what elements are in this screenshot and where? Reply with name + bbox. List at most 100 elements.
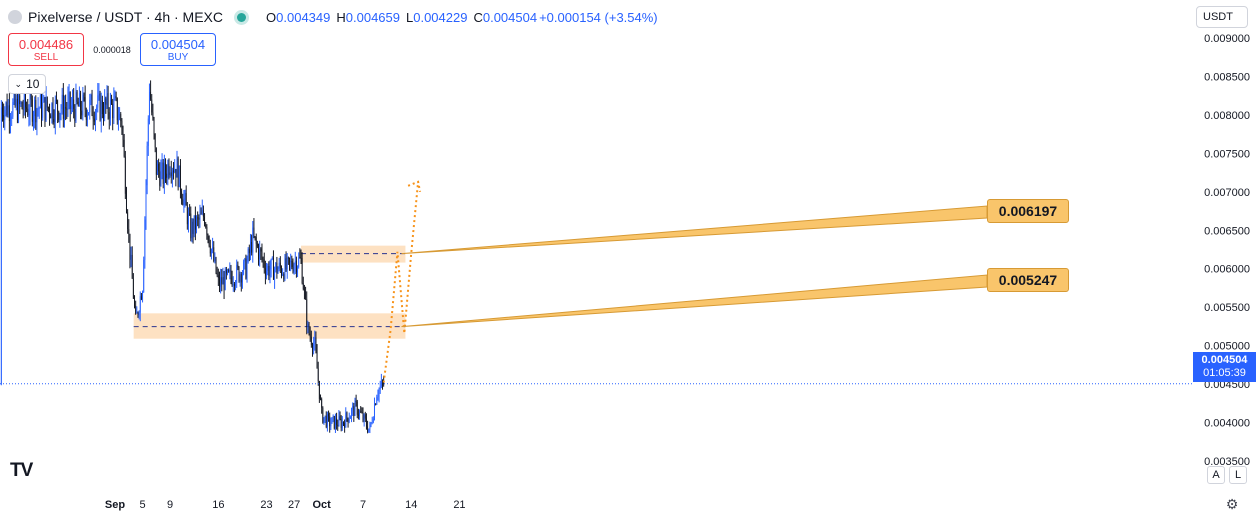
- time-tick-label: 7: [360, 499, 366, 511]
- support-resistance-zone[interactable]: [301, 245, 406, 263]
- sell-button[interactable]: 0.004486 SELL: [8, 33, 84, 66]
- candle: [371, 416, 373, 425]
- candle: [72, 89, 74, 113]
- candle: [301, 252, 303, 285]
- auto-scale-button[interactable]: A: [1207, 466, 1225, 484]
- candle: [372, 416, 374, 424]
- candle: [35, 95, 37, 130]
- symbol-title[interactable]: Pixelverse / USDT · 4h · MEXC: [28, 9, 224, 25]
- candle: [247, 247, 249, 264]
- candle: [347, 417, 349, 428]
- candle: [140, 292, 142, 301]
- candle: [187, 207, 189, 233]
- candle: [62, 83, 64, 128]
- candle: [228, 268, 230, 273]
- candle: [364, 411, 366, 423]
- candle: [147, 115, 149, 156]
- candle: [346, 411, 348, 422]
- candle: [286, 253, 288, 279]
- indicator-toggle-button[interactable]: ⌄ 10: [8, 74, 46, 94]
- candle: [44, 96, 46, 128]
- candle: [311, 342, 313, 357]
- projection-path[interactable]: [382, 181, 420, 383]
- candle: [220, 268, 222, 294]
- candle: [315, 331, 317, 354]
- tradingview-logo-icon[interactable]: TV: [10, 460, 33, 481]
- market-status-icon[interactable]: [237, 12, 247, 22]
- candle: [351, 407, 353, 423]
- candle: [153, 116, 155, 140]
- candle: [337, 419, 339, 431]
- candle: [130, 246, 132, 268]
- candle: [202, 205, 204, 222]
- candle: [375, 403, 377, 406]
- candle: [302, 276, 304, 291]
- candle: [4, 106, 6, 131]
- buy-button[interactable]: 0.004504 BUY: [140, 33, 216, 66]
- candle: [162, 158, 164, 189]
- candle: [269, 260, 271, 284]
- price-tick-label: 0.003500: [1204, 456, 1250, 468]
- candle: [363, 413, 365, 427]
- candle: [348, 412, 350, 424]
- candle: [223, 271, 225, 300]
- candle: [128, 219, 130, 243]
- callout-pointer: [401, 205, 988, 255]
- candle: [58, 110, 60, 123]
- lower-level-callout[interactable]: 0.005247: [987, 268, 1069, 292]
- time-tick-label: 23: [260, 499, 272, 511]
- buy-price: 0.004504: [150, 37, 206, 52]
- candle: [50, 113, 52, 119]
- candle: [97, 83, 99, 113]
- candle: [233, 281, 235, 293]
- candle: [101, 95, 103, 119]
- candle: [144, 216, 146, 269]
- log-scale-button[interactable]: L: [1229, 466, 1247, 484]
- price-tick-label: 0.004500: [1204, 379, 1250, 391]
- candle: [309, 326, 311, 342]
- candle: [137, 311, 139, 318]
- candle: [261, 243, 263, 263]
- price-tick-label: 0.005500: [1204, 302, 1250, 314]
- candle: [212, 237, 214, 254]
- candle: [240, 272, 242, 292]
- candle: [215, 256, 217, 275]
- candle: [254, 236, 256, 241]
- candle: [100, 92, 102, 133]
- candle: [306, 291, 308, 335]
- candle: [287, 256, 289, 265]
- candle: [166, 164, 168, 185]
- candle: [150, 80, 152, 101]
- candle: [98, 83, 100, 101]
- candle: [291, 255, 293, 270]
- candle: [357, 408, 359, 420]
- upper-level-callout[interactable]: 0.006197: [987, 199, 1069, 223]
- candle: [293, 262, 295, 275]
- candle: [163, 154, 165, 194]
- last-price-value: 0.004504: [1201, 354, 1248, 366]
- candle: [108, 107, 110, 130]
- price-tick-label: 0.007000: [1204, 187, 1250, 199]
- candle: [332, 414, 334, 423]
- candle: [259, 240, 261, 267]
- candle: [1, 101, 3, 122]
- buy-label: BUY: [167, 52, 189, 63]
- currency-button[interactable]: USDT: [1196, 6, 1248, 28]
- candle: [295, 256, 297, 278]
- candle: [139, 291, 141, 322]
- candle: [205, 221, 207, 229]
- candle: [256, 240, 258, 249]
- candle: [368, 428, 370, 433]
- gear-icon[interactable]: ⚙: [1225, 495, 1239, 512]
- candle: [11, 111, 13, 126]
- candle: [361, 407, 363, 414]
- candle: [300, 249, 302, 265]
- candle: [168, 158, 170, 180]
- candle: [333, 415, 335, 430]
- chevron-down-icon: ⌄: [14, 78, 23, 89]
- support-resistance-zone[interactable]: [133, 313, 406, 339]
- candle: [34, 96, 36, 129]
- candle: [356, 399, 358, 419]
- candle: [124, 150, 126, 200]
